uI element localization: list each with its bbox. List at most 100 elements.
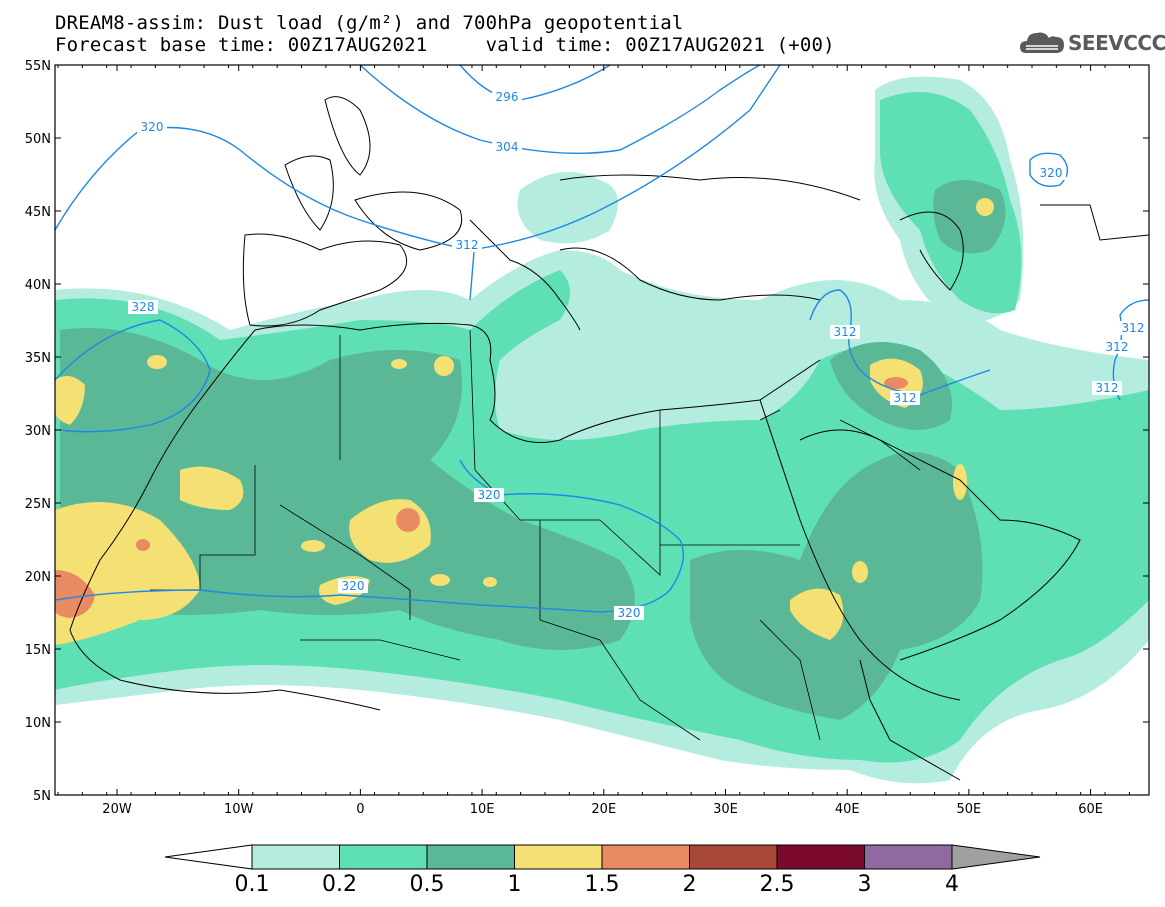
logo-text: SEEVCCC: [1068, 31, 1165, 55]
colorbar-segment: [339, 844, 428, 870]
lat-label-45N: 45N: [25, 205, 51, 220]
colorbar-segment: [776, 844, 865, 870]
lat-label-20N: 20N: [25, 570, 51, 585]
lon-label-40E: 40E: [835, 802, 860, 817]
dust-level-1-spot-7: [953, 464, 967, 500]
svg-text:328: 328: [132, 300, 155, 314]
dust-level-1-ethiopia: [790, 588, 844, 640]
dust-level-1-spot-2: [434, 356, 454, 376]
dust-level-1.5-spot-2: [884, 377, 908, 389]
colorbar-label: 2: [683, 872, 697, 897]
lat-label-10N: 10N: [25, 716, 51, 731]
svg-text:304: 304: [496, 140, 519, 154]
svg-text:312: 312: [1106, 340, 1129, 354]
isoline-label-312-d: 312: [1118, 321, 1148, 335]
dust-level-0.5-east: [690, 452, 983, 720]
colorbar-low-end: [164, 844, 253, 870]
isoline-label-320-b: 320: [474, 488, 504, 502]
colorbar-segment: [864, 844, 953, 870]
lon-label-50E: 50E: [957, 802, 982, 817]
axis-ticks: [55, 64, 1149, 796]
dust-level-1-spot-3: [391, 359, 407, 369]
svg-text:312: 312: [834, 325, 857, 339]
dust-shading: [55, 76, 1149, 784]
map-title: DREAM8-assim: Dust load (g/m²) and 700hP…: [55, 12, 684, 34]
colorbar-label: 4: [945, 872, 959, 897]
dust-level-1-spot-5: [430, 574, 450, 586]
lat-label-5N: 5N: [33, 789, 51, 804]
dust-level-1-spot-6: [483, 577, 497, 587]
lat-label-35N: 35N: [25, 351, 51, 366]
svg-text:312: 312: [1096, 381, 1119, 395]
colorbar-high-end: [951, 844, 1041, 870]
isoline-label-328: 328: [128, 300, 158, 314]
svg-text:312: 312: [456, 238, 479, 252]
colorbar-segment: [601, 844, 690, 870]
isoline-label-312-f: 312: [1092, 381, 1122, 395]
colorbar-label: 0.2: [322, 872, 357, 897]
seevccc-logo: SEEVCCC: [1018, 25, 1165, 59]
dust-level-1-mauritania: [180, 466, 244, 510]
dust-level-1.5-spot-3: [136, 539, 150, 551]
isoline-label-296: 296: [492, 90, 522, 104]
dust-level-1-spot-4: [301, 540, 325, 552]
colorbar-label: 0.1: [235, 872, 270, 897]
longitude-labels: 20W 10W 0 10E 20E 30E 40E 50E 60E: [102, 802, 1103, 817]
lat-label-55N: 55N: [25, 59, 51, 74]
lon-label-20W: 20W: [102, 802, 132, 817]
lon-label-10W: 10W: [224, 802, 254, 817]
isoline-label-320-c: 320: [338, 579, 368, 593]
lat-label-40N: 40N: [25, 278, 51, 293]
svg-text:296: 296: [496, 90, 519, 104]
svg-text:320: 320: [141, 120, 164, 134]
lat-label-30N: 30N: [25, 424, 51, 439]
colorbar-label: 1: [508, 872, 522, 897]
isoline-label-312-e: 312: [1102, 340, 1132, 354]
colorbar-label: 3: [858, 872, 872, 897]
lon-label-30E: 30E: [713, 802, 738, 817]
colorbar-segment: [251, 844, 340, 870]
dust-level-0.5-caspian: [933, 180, 1006, 254]
dust-level-1-spot-8: [852, 561, 868, 583]
isoline-label-304: 304: [492, 140, 522, 154]
lon-label-20E: 20E: [591, 802, 616, 817]
isoline-labels: 296 304 320 312 328 320 320 320 320 312 …: [128, 90, 1148, 620]
colorbar: [164, 844, 1041, 870]
lat-label-50N: 50N: [25, 132, 51, 147]
forecast-time: Forecast base time: 00Z17AUG2021 valid t…: [55, 34, 835, 56]
colorbar-label: 1.5: [585, 872, 620, 897]
country-borders: [150, 329, 921, 741]
lon-label-60E: 60E: [1078, 802, 1103, 817]
isoline-label-320-d: 320: [614, 606, 644, 620]
dust-level-1-morocco: [55, 376, 85, 425]
lat-label-15N: 15N: [25, 643, 51, 658]
isoline-label-320-e: 320: [1036, 166, 1066, 180]
cloud-icon: [1020, 32, 1064, 53]
colorbar-labels: 0.1 0.2 0.5 1 1.5 2 2.5 3 4: [235, 872, 960, 897]
dust-level-0.1-north: [517, 172, 618, 244]
isoline-label-312-c: 312: [890, 391, 920, 405]
isoline-label-320-a: 320: [137, 120, 167, 134]
svg-text:312: 312: [894, 391, 917, 405]
dust-level-1.5-spot-1: [396, 508, 420, 532]
svg-text:320: 320: [478, 488, 501, 502]
colorbar-segment: [689, 844, 778, 870]
svg-text:320: 320: [1040, 166, 1063, 180]
lat-label-25N: 25N: [25, 497, 51, 512]
svg-text:312: 312: [1122, 321, 1145, 335]
dust-level-1-spot-9: [976, 198, 994, 216]
lon-label-10E: 10E: [470, 802, 495, 817]
colorbar-segment: [514, 844, 603, 870]
lon-label-0: 0: [356, 802, 364, 817]
dust-level-0.5-sahara: [60, 328, 635, 650]
isoline-label-312-a: 312: [452, 238, 482, 252]
dust-level-1.5-atlantic: [55, 570, 95, 618]
colorbar-segment: [426, 844, 515, 870]
colorbar-label: 0.5: [410, 872, 445, 897]
svg-text:320: 320: [342, 579, 365, 593]
svg-text:320: 320: [618, 606, 641, 620]
dust-level-1-atlantic: [55, 502, 200, 645]
latitude-labels: 55N 50N 45N 40N 35N 30N 25N 20N 15N 10N 5N: [25, 59, 51, 804]
isoline-label-312-b: 312: [830, 325, 860, 339]
